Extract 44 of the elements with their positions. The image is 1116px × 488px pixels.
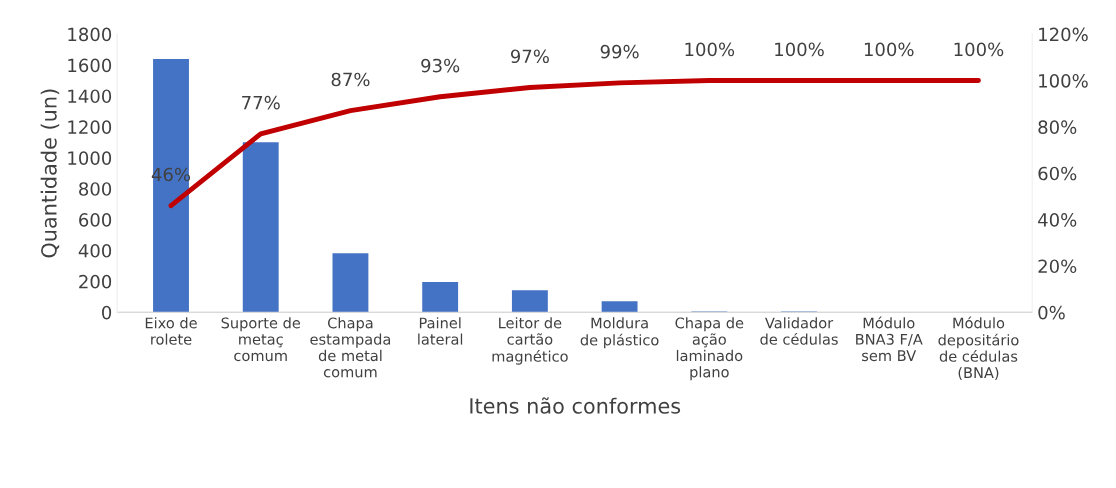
x-tick-label: Módulo BNA3 F/A sem BV [856,316,923,362]
x-tick-label: Painel lateral [418,317,463,345]
x-tick-label: Módulo depositário de cédulas (BNA) [938,316,1019,380]
x-axis-title: Itens não conformes [470,397,681,414]
y-tick-label: 200 [79,274,112,289]
data-label: 77% [242,95,280,110]
data-label: 99% [600,44,639,59]
x-tick-label: Chapa de ação laminado plano [675,317,744,381]
data-label: 100% [864,42,914,57]
bar [422,282,459,313]
data-label: 100% [775,42,824,57]
x-tick-label: Suporte de metaç comum [221,317,301,362]
y-tick-label: 1400 [68,89,112,104]
data-label: 93% [421,58,460,73]
data-label: 100% [954,42,1004,57]
y-tick-label: 800 [79,182,112,196]
y-tick-label: 1000 [68,151,112,165]
y2-tick-label: 120% [1039,27,1088,42]
bar [601,301,638,313]
data-label: 100% [685,42,735,57]
bar [511,290,548,313]
data-label: 97% [510,49,549,64]
y2-tick-label: 100% [1039,73,1088,88]
y-tick-label: 400 [78,243,112,258]
y2-tick-label: 60% [1038,166,1077,181]
y-tick-label: 1200 [68,120,112,134]
y2-tick-label: 40% [1038,213,1077,227]
y2-tick-label: 0% [1038,305,1065,320]
y-tick-label: 600 [79,213,112,227]
bar [153,58,189,313]
y-tick-label: 0 [102,305,112,320]
bar [242,142,279,313]
x-tick-label: Moldura de plástico [580,317,659,349]
x-tick-label: Eixo de rolete [145,317,197,345]
x-tick-label: Chapa estampada de metal comum [310,317,391,378]
y2-tick-label: 20% [1038,259,1077,274]
x-tick-label: Validador de cédulas [760,317,838,345]
y-tick-label: 1800 [68,27,112,42]
bar [332,253,369,313]
x-tick-label: Leitor de cartão magnético [492,317,568,365]
data-label: 87% [331,72,370,87]
y-axis-title: Quantidade (un) [40,89,60,258]
y2-tick-label: 80% [1038,120,1077,134]
y-tick-label: 1600 [68,58,112,73]
